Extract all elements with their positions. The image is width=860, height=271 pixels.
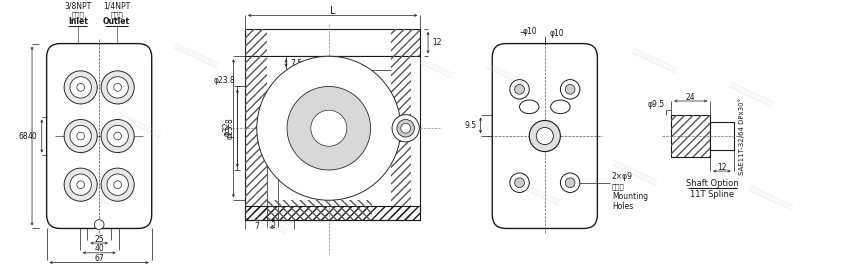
Bar [391, 56, 410, 220]
Text: 3/8NPT: 3/8NPT [64, 2, 91, 11]
Text: SAE11T-32/64 DPx30°: SAE11T-32/64 DPx30° [739, 98, 745, 175]
Circle shape [529, 120, 561, 151]
Text: L: L [330, 5, 335, 15]
Circle shape [561, 173, 580, 192]
Circle shape [107, 174, 128, 195]
Bar [245, 56, 267, 220]
Text: 天無錫凱維聯液壓機械有限公司: 天無錫凱維聯液壓機械有限公司 [290, 185, 336, 210]
Circle shape [95, 220, 104, 230]
Text: 進油口: 進油口 [71, 12, 84, 18]
Text: 天無錫凱維聯液壓機械有限公司: 天無錫凱維聯液壓機械有限公司 [368, 116, 415, 142]
Text: 67: 67 [95, 254, 104, 263]
Circle shape [77, 132, 84, 140]
Text: 天無錫凱維聯液壓機械有限公司: 天無錫凱維聯液壓機械有限公司 [407, 53, 453, 79]
Text: 天無錫凱維聯液壓機械有限公司: 天無錫凱維聯液壓機械有限公司 [513, 180, 561, 205]
Text: φ23.8: φ23.8 [213, 76, 236, 85]
Text: φ9.5: φ9.5 [648, 100, 665, 109]
Text: 天無錫凱維聯液壓機械有限公司: 天無錫凱維聯液壓機械有限公司 [484, 63, 531, 89]
Circle shape [514, 85, 525, 94]
Text: 40: 40 [95, 244, 104, 253]
Circle shape [287, 86, 371, 170]
Text: Mounting: Mounting [612, 192, 648, 201]
Ellipse shape [550, 100, 570, 114]
Circle shape [77, 181, 84, 189]
Circle shape [64, 120, 97, 153]
Ellipse shape [519, 100, 539, 114]
Circle shape [510, 173, 529, 192]
Text: 40: 40 [28, 131, 38, 141]
Circle shape [401, 123, 410, 133]
Text: 出油口: 出油口 [110, 12, 123, 18]
Circle shape [565, 178, 575, 188]
Circle shape [70, 125, 91, 147]
Bar [245, 29, 421, 56]
Bar [245, 56, 421, 220]
Circle shape [510, 80, 529, 99]
Circle shape [514, 178, 525, 188]
Circle shape [101, 168, 134, 201]
Bar [391, 29, 421, 56]
Text: 天無錫凱維聯液壓機械有限公司: 天無錫凱維聯液壓機械有限公司 [114, 111, 162, 137]
Circle shape [64, 168, 97, 201]
Text: 2×φ9: 2×φ9 [612, 172, 633, 181]
Circle shape [70, 77, 91, 98]
Circle shape [64, 71, 97, 104]
Circle shape [101, 120, 134, 153]
Text: 68: 68 [19, 131, 28, 141]
Circle shape [561, 80, 580, 99]
Text: 9.5: 9.5 [464, 121, 476, 130]
Circle shape [537, 127, 553, 145]
Bar [672, 115, 710, 157]
FancyBboxPatch shape [46, 44, 151, 228]
Circle shape [114, 83, 121, 91]
Circle shape [77, 83, 84, 91]
Text: Outlet: Outlet [103, 17, 130, 26]
Text: φ23.8: φ23.8 [225, 117, 235, 139]
Circle shape [114, 181, 121, 189]
Circle shape [257, 56, 401, 200]
Text: 天無錫凱維聯液壓機械有限公司: 天無錫凱維聯液壓機械有限公司 [66, 180, 113, 205]
Circle shape [392, 115, 420, 142]
Text: 天無錫凱維聯液壓機械有限公司: 天無錫凱維聯液壓機械有限公司 [747, 185, 794, 210]
Circle shape [107, 77, 128, 98]
Text: φ10: φ10 [550, 29, 564, 38]
Text: 天無錫凱維聯液壓機械有限公司: 天無錫凱維聯液壓機械有限公司 [241, 209, 288, 234]
Circle shape [107, 125, 128, 147]
Text: 安裝孔: 安裝孔 [612, 183, 624, 190]
Text: 25: 25 [95, 235, 104, 244]
Text: Shaft Option: Shaft Option [686, 179, 739, 188]
Circle shape [101, 71, 134, 104]
Bar [267, 200, 372, 220]
Text: Holes: Holes [612, 202, 633, 211]
Bar [710, 122, 734, 150]
Text: 24: 24 [686, 93, 696, 102]
Text: 天無錫凱維聯液壓機械有限公司: 天無錫凱維聯液壓機械有限公司 [173, 43, 220, 69]
Text: 11T Spline: 11T Spline [690, 190, 734, 199]
Text: Inlet: Inlet [68, 17, 88, 26]
Circle shape [70, 174, 91, 195]
Circle shape [310, 110, 347, 146]
Text: 天無錫凱維聯液壓機械有限公司: 天無錫凱維聯液壓機械有限公司 [728, 82, 775, 108]
Text: 天無錫凱維聯液壓機械有限公司: 天無錫凱維聯液壓機械有限公司 [611, 160, 658, 186]
Text: 1/4NPT: 1/4NPT [103, 2, 131, 11]
Circle shape [565, 85, 575, 94]
Bar [672, 115, 710, 157]
Circle shape [114, 132, 121, 140]
Text: 天無錫凱維聯液壓機械有限公司: 天無錫凱維聯液壓機械有限公司 [630, 48, 677, 74]
Text: 7: 7 [255, 222, 259, 231]
Text: 12: 12 [432, 38, 441, 47]
Text: 12: 12 [717, 163, 727, 172]
Text: φ32: φ32 [223, 121, 231, 136]
Text: 5: 5 [270, 219, 275, 228]
Bar [245, 29, 267, 56]
Bar [245, 206, 421, 220]
Circle shape [397, 120, 415, 137]
Text: φ10: φ10 [523, 27, 538, 36]
FancyBboxPatch shape [492, 44, 598, 228]
Text: 7.5: 7.5 [290, 59, 302, 67]
